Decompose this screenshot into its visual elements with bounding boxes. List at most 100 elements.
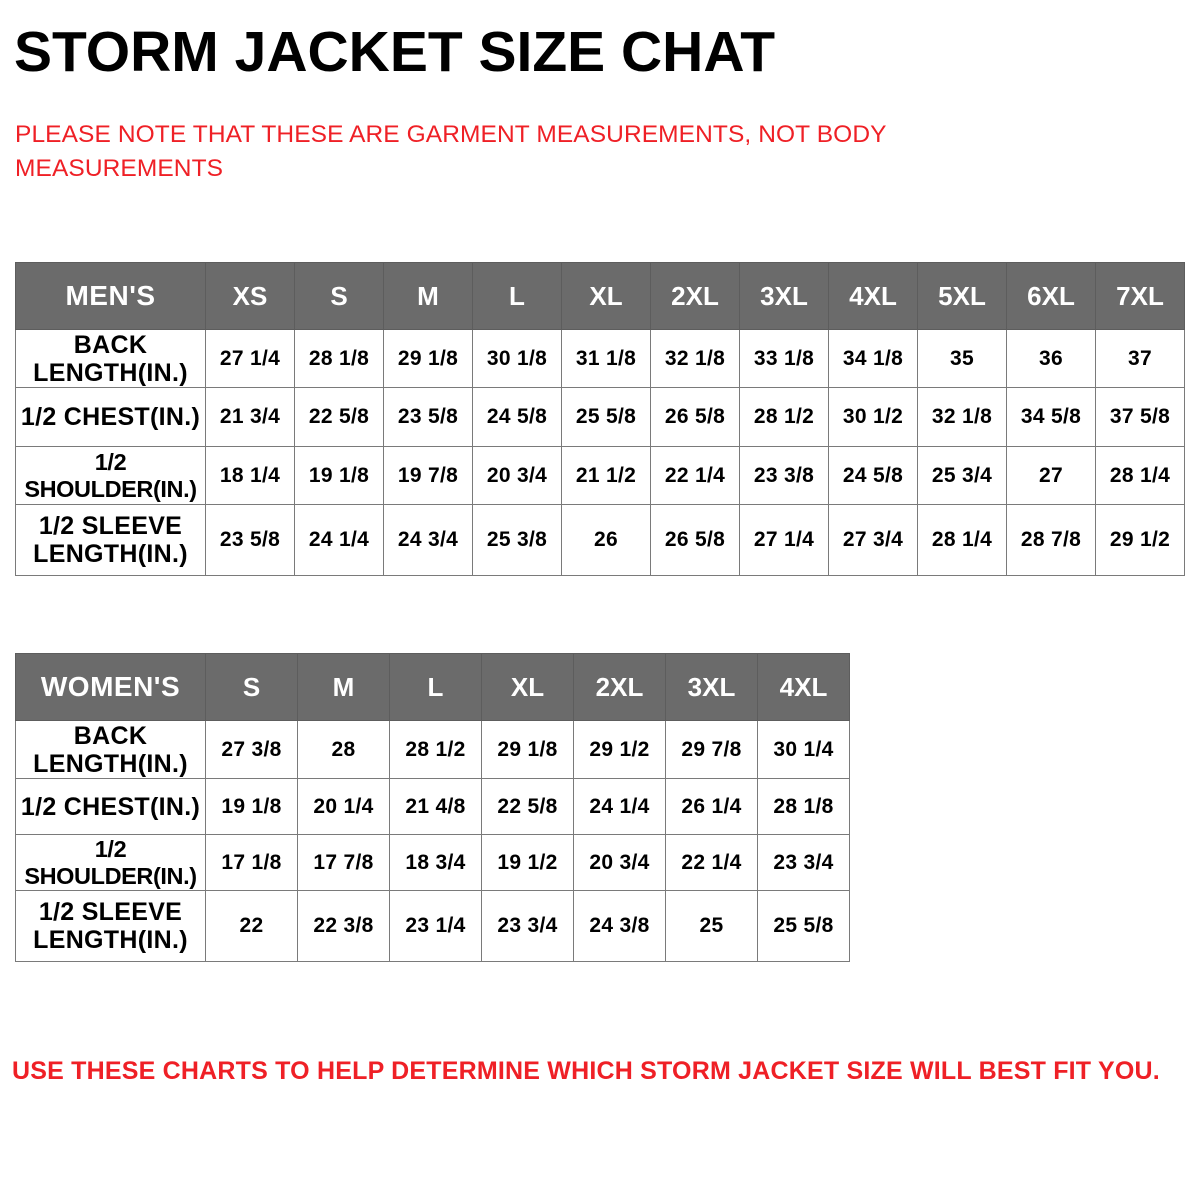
womens-measurement-value: 19 1/2 [481,834,574,891]
womens-measurement-value: 26 1/4 [665,778,758,835]
womens-corner-label: WOMEN'S [15,653,206,721]
mens-measurement-value: 19 1/8 [294,446,384,505]
mens-size-header-xs: XS [205,262,295,330]
mens-size-header-s: S [294,262,384,330]
womens-measurement-value: 24 1/4 [573,778,666,835]
table-row: 1/2 SLEEVE LENGTH(IN.) 23 5/8 24 1/4 24 3/4… [15,504,1185,576]
mens-measurement-value: 22 1/4 [650,446,740,505]
womens-measurement-value: 23 3/4 [481,890,574,962]
womens-size-header-l: L [389,653,482,721]
mens-measurement-value: 21 3/4 [205,387,295,447]
womens-measurement-value: 22 3/8 [297,890,390,962]
mens-measurement-value: 22 5/8 [294,387,384,447]
womens-size-header-4xl: 4XL [757,653,850,721]
mens-measurement-value: 25 5/8 [561,387,651,447]
mens-size-header-xl: XL [561,262,651,330]
mens-measurement-value: 37 [1095,329,1185,388]
table-row: 1/2 CHEST(IN.) 19 1/8 20 1/4 21 4/8 22 5/8 24… [15,778,850,835]
womens-measurement-value: 24 3/8 [573,890,666,962]
mens-measurement-value: 20 3/4 [472,446,562,505]
mens-measurement-value: 32 1/8 [917,387,1007,447]
womens-measurement-value: 22 [205,890,298,962]
mens-measurement-value: 28 1/4 [917,504,1007,576]
womens-measurement-value: 21 4/8 [389,778,482,835]
mens-measurement-value: 24 5/8 [472,387,562,447]
page-title: STORM JACKET SIZE CHAT [14,20,776,84]
mens-measurement-value: 18 1/4 [205,446,295,505]
mens-size-header-5xl: 5XL [917,262,1007,330]
mens-size-header-2xl: 2XL [650,262,740,330]
womens-table-head: WOMEN'S S M L XL 2XL 3XL 4XL [15,653,850,721]
mens-measurement-value: 26 5/8 [650,504,740,576]
womens-size-header-s: S [205,653,298,721]
mens-measurement-label: 1/2 CHEST(IN.) [15,387,206,447]
womens-measurement-label: 1/2 CHEST(IN.) [15,778,206,835]
table-row: 1/2 SHOULDER(IN.) 18 1/4 19 1/8 19 7/8 20 3/… [15,446,1185,505]
womens-measurement-value: 23 3/4 [757,834,850,891]
mens-measurement-value: 30 1/8 [472,329,562,388]
mens-measurement-value: 27 1/4 [739,504,829,576]
womens-measurement-value: 30 1/4 [757,720,850,779]
womens-measurement-value: 22 5/8 [481,778,574,835]
mens-size-header-4xl: 4XL [828,262,918,330]
mens-measurement-value: 26 [561,504,651,576]
mens-measurement-value: 34 1/8 [828,329,918,388]
womens-measurement-value: 20 3/4 [573,834,666,891]
mens-measurement-value: 31 1/8 [561,329,651,388]
mens-measurement-value: 32 1/8 [650,329,740,388]
garment-measurement-note: PLEASE NOTE THAT THESE ARE GARMENT MEASU… [15,121,887,182]
mens-measurement-value: 35 [917,329,1007,388]
mens-measurement-value: 36 [1006,329,1096,388]
womens-measurement-value: 18 3/4 [389,834,482,891]
mens-measurement-value: 25 3/4 [917,446,1007,505]
mens-measurement-value: 28 1/2 [739,387,829,447]
womens-measurement-label: BACK LENGTH(IN.) [15,720,206,779]
womens-measurement-value: 23 1/4 [389,890,482,962]
womens-measurement-value: 28 1/8 [757,778,850,835]
mens-size-header-m: M [383,262,473,330]
table-row: 1/2 SLEEVE LENGTH(IN.) 22 22 3/8 23 1/4 23 3… [15,890,850,962]
womens-measurement-label: 1/2 SLEEVE LENGTH(IN.) [15,890,206,962]
mens-measurement-value: 30 1/2 [828,387,918,447]
table-row: BACK LENGTH(IN.) 27 3/8 28 28 1/2 29 1/8 29 1… [15,720,850,779]
mens-size-header-7xl: 7XL [1095,262,1185,330]
mens-measurement-label: 1/2 SLEEVE LENGTH(IN.) [15,504,206,576]
womens-table-body: BACK LENGTH(IN.) 27 3/8 28 28 1/2 29 1/8 29 1… [15,720,850,962]
mens-size-table: MEN'S XS S M L XL 2XL 3XL 4XL 5XL 6XL 7XL BACK LENG… [15,262,1185,576]
womens-measurement-value: 17 7/8 [297,834,390,891]
table-row: BACK LENGTH(IN.) 27 1/4 28 1/8 29 1/8 30 1/8… [15,329,1185,388]
womens-measurement-value: 25 [665,890,758,962]
womens-size-table: WOMEN'S S M L XL 2XL 3XL 4XL BACK LENGTH(IN.) 27… [15,653,850,962]
mens-measurement-value: 28 7/8 [1006,504,1096,576]
mens-measurement-value: 28 1/4 [1095,446,1185,505]
mens-measurement-value: 24 5/8 [828,446,918,505]
mens-table-head: MEN'S XS S M L XL 2XL 3XL 4XL 5XL 6XL 7XL [15,262,1185,330]
mens-measurement-value: 29 1/2 [1095,504,1185,576]
mens-measurement-value: 24 1/4 [294,504,384,576]
mens-measurement-value: 25 3/8 [472,504,562,576]
mens-size-header-3xl: 3XL [739,262,829,330]
womens-measurement-value: 28 [297,720,390,779]
mens-measurement-value: 29 1/8 [383,329,473,388]
mens-measurement-value: 23 5/8 [205,504,295,576]
womens-measurement-value: 17 1/8 [205,834,298,891]
womens-size-header-2xl: 2XL [573,653,666,721]
womens-measurement-value: 29 1/8 [481,720,574,779]
womens-size-header-3xl: 3XL [665,653,758,721]
mens-measurement-value: 24 3/4 [383,504,473,576]
mens-measurement-value: 27 1/4 [205,329,295,388]
table-row: 1/2 CHEST(IN.) 21 3/4 22 5/8 23 5/8 24 5/8 25… [15,387,1185,447]
mens-measurement-value: 26 5/8 [650,387,740,447]
mens-measurement-value: 23 5/8 [383,387,473,447]
womens-measurement-value: 25 5/8 [757,890,850,962]
mens-measurement-value: 23 3/8 [739,446,829,505]
mens-measurement-value: 33 1/8 [739,329,829,388]
mens-measurement-label: BACK LENGTH(IN.) [15,329,206,388]
womens-measurement-value: 19 1/8 [205,778,298,835]
womens-measurement-label: 1/2 SHOULDER(IN.) [15,834,206,891]
mens-table-body: BACK LENGTH(IN.) 27 1/4 28 1/8 29 1/8 30 1/8… [15,329,1185,576]
mens-measurement-value: 28 1/8 [294,329,384,388]
womens-measurement-value: 28 1/2 [389,720,482,779]
mens-measurement-value: 34 5/8 [1006,387,1096,447]
